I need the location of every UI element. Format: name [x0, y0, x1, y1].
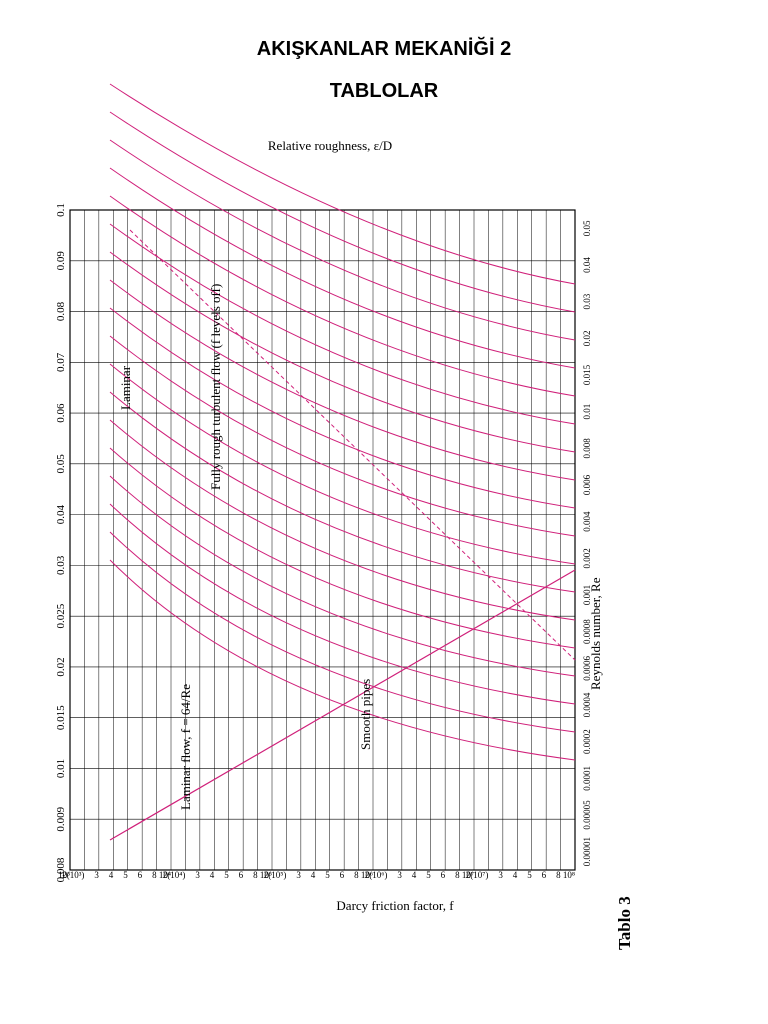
page-subtitle: TABLOLAR — [329, 80, 439, 102]
roughness-label: 0.05 — [582, 220, 592, 236]
roughness-label: 0.04 — [582, 257, 592, 273]
roughness-curve — [109, 279, 576, 481]
roughness-label: 0.0008 — [582, 619, 592, 644]
fully-rough-line — [129, 229, 576, 661]
roughness-curve — [109, 559, 576, 761]
annotation-laminar: Laminar — [118, 365, 133, 410]
roughness-label: 0.001 — [582, 585, 592, 605]
roughness-label: 0.002 — [582, 548, 592, 568]
roughness-curve — [109, 223, 576, 425]
roughness-label: 0.00001 — [582, 837, 592, 866]
roughness-curve — [109, 139, 576, 341]
roughness-curve — [109, 475, 576, 677]
x-tick-label: 4 — [412, 870, 417, 880]
y-tick-label: 0.025 — [55, 603, 67, 628]
x-tick-label: 3 — [397, 870, 402, 880]
x-tick-label: 2(10³) — [62, 870, 84, 880]
x-tick-label: 3 — [195, 870, 200, 880]
x-tick-label: 6 — [340, 870, 345, 880]
x-tick-label: 2(10⁶) — [365, 870, 388, 880]
y-tick-label: 0.02 — [55, 657, 67, 676]
roughness-curve — [109, 447, 576, 649]
roughness-label: 0.004 — [582, 511, 592, 532]
roughness-curve — [109, 307, 576, 509]
x-tick-label: 2(10⁵) — [264, 870, 287, 880]
x-tick-label: 10³ — [58, 870, 70, 880]
x-tick-label: 4 — [210, 870, 215, 880]
x-tick-label: 2(10⁷) — [466, 870, 489, 880]
y-tick-label: 0.06 — [55, 403, 67, 423]
x-tick-label: 6 — [441, 870, 446, 880]
x-tick-label: 6 — [239, 870, 244, 880]
roughness-label: 0.0006 — [582, 655, 592, 680]
roughness-curve — [109, 503, 576, 705]
x-tick-label: 5 — [325, 870, 330, 880]
roughness-label: 0.0001 — [582, 766, 592, 791]
y-tick-label: 0.1 — [55, 203, 67, 217]
y2-axis-title: Relative roughness, ε/D — [268, 138, 392, 153]
x-tick-label: 3 — [296, 870, 301, 880]
x-tick-label: 8 — [455, 870, 460, 880]
page-title: AKIŞKANLAR MEKANİĞİ 2 — [256, 38, 512, 60]
roughness-curve — [109, 251, 576, 453]
laminar-flow-label: Laminar flow, f = 64/Re — [178, 684, 193, 810]
x-tick-label: 5 — [426, 870, 431, 880]
x-axis-title: Reynolds number, Re — [588, 577, 603, 690]
y-tick-label: 0.03 — [55, 555, 67, 575]
y-tick-label: 0.008 — [55, 857, 67, 882]
x-tick-label: 8 — [152, 870, 157, 880]
roughness-curve — [109, 83, 576, 285]
y-tick-label: 0.04 — [55, 504, 67, 524]
x-tick-label: 4 — [311, 870, 316, 880]
x-tick-label: 5 — [224, 870, 229, 880]
x-tick-label: 6 — [542, 870, 547, 880]
roughness-curve — [109, 419, 576, 621]
y-tick-label: 0.009 — [55, 806, 67, 831]
roughness-label: 0.0004 — [582, 692, 592, 717]
x-tick-label: 10⁷ — [462, 870, 474, 880]
x-tick-label: 8 — [253, 870, 258, 880]
x-tick-label: 4 — [513, 870, 518, 880]
x-tick-label: 10⁴ — [159, 870, 171, 880]
roughness-label: 0.0002 — [582, 729, 592, 754]
caption-label: Tablo 3 — [615, 896, 634, 950]
y-tick-label: 0.01 — [55, 759, 67, 778]
roughness-label: 0.006 — [582, 474, 592, 495]
x-tick-label: 5 — [527, 870, 532, 880]
roughness-curve — [109, 167, 576, 369]
roughness-label: 0.02 — [582, 330, 592, 346]
x-tick-label: 4 — [109, 870, 114, 880]
x-tick-label: 8 — [354, 870, 359, 880]
roughness-curve — [109, 195, 576, 397]
x-tick-label: 10⁶ — [361, 870, 373, 880]
roughness-curve — [109, 391, 576, 593]
x-tick-label: 10⁵ — [260, 870, 272, 880]
x-tick-label: 5 — [123, 870, 128, 880]
roughness-curve — [109, 363, 576, 565]
y-tick-label: 0.07 — [55, 352, 67, 372]
roughness-curve — [109, 111, 576, 313]
y-tick-label: 0.08 — [55, 301, 67, 321]
y-tick-label: 0.015 — [55, 705, 67, 730]
x-tick-label: 10⁸ — [563, 870, 575, 880]
roughness-label: 0.01 — [582, 404, 592, 420]
x-tick-label: 3 — [498, 870, 503, 880]
fully-rough-label: Fully rough turbulent flow (f levels off… — [208, 284, 223, 490]
x-tick-label: 6 — [138, 870, 143, 880]
x-tick-label: 3 — [94, 870, 99, 880]
roughness-curve — [109, 335, 576, 537]
y-axis-title: Darcy friction factor, f — [336, 898, 454, 913]
roughness-label: 0.015 — [582, 364, 592, 385]
roughness-curve — [109, 531, 576, 733]
laminar-line — [109, 569, 576, 841]
y-tick-label: 0.05 — [55, 454, 67, 474]
y-tick-label: 0.09 — [55, 251, 67, 271]
roughness-label: 0.03 — [582, 293, 592, 309]
roughness-label: 0.00005 — [582, 800, 592, 830]
roughness-label: 0.008 — [582, 438, 592, 459]
smooth-pipes-label: Smooth pipes — [358, 679, 373, 750]
x-tick-label: 8 — [556, 870, 561, 880]
x-tick-label: 2(10⁴) — [163, 870, 186, 880]
